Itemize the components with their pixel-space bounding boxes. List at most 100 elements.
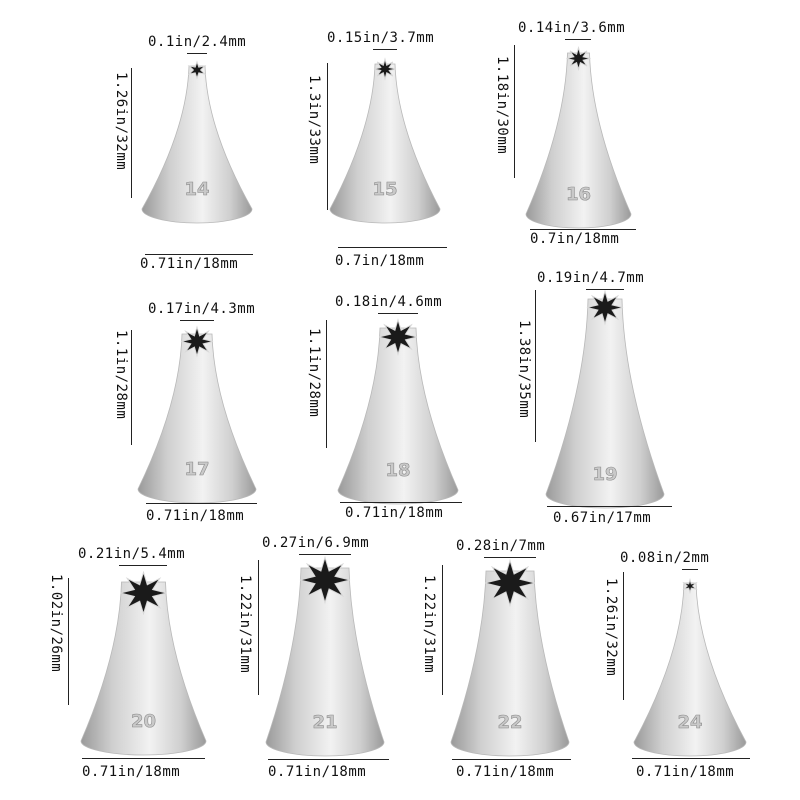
base-width-label: 0.71in/18mm (140, 256, 239, 272)
tip-body (450, 570, 570, 757)
top-diameter-line (378, 313, 418, 314)
height-line (535, 290, 536, 442)
base-width-label: 0.7in/18mm (335, 253, 425, 269)
piping-tip-cone-18: 18 (337, 318, 459, 505)
tip-body (137, 333, 257, 504)
piping-tip-14: 14 (62, 50, 332, 245)
piping-tip-cone-17: 17 (137, 325, 257, 504)
base-width-line (268, 759, 389, 760)
piping-tip-cone-20: 20 (80, 570, 206, 756)
tip-number: 24 (677, 712, 702, 733)
piping-tip-cone-15: 15 (329, 57, 441, 224)
tip-body (329, 63, 441, 224)
height-line (514, 45, 515, 178)
height-line (442, 565, 443, 695)
star-opening (180, 325, 214, 358)
tip-number: 20 (130, 711, 155, 732)
base-width-label: 0.7in/18mm (530, 231, 620, 247)
height-line (326, 320, 327, 448)
tip-number: 15 (372, 179, 397, 200)
piping-tip-cone-14: 14 (141, 60, 253, 224)
piping-tip-cone-21: 21 (265, 555, 385, 757)
piping-tip-18: 18 (258, 312, 538, 526)
tip-number: 19 (592, 464, 617, 485)
top-diameter-label: 0.27in/6.9mm (262, 535, 370, 551)
base-width-label: 0.71in/18mm (636, 764, 735, 780)
top-diameter-label: 0.21in/5.4mm (78, 546, 186, 562)
height-line (131, 330, 132, 445)
height-label: 1.38in/35mm (516, 320, 532, 419)
height-label: 1.3in/33mm (306, 75, 322, 165)
tip-body (141, 65, 253, 224)
tip-number: 16 (565, 184, 590, 205)
height-line (258, 560, 259, 695)
height-label: 1.02in/26mm (48, 574, 64, 673)
top-diameter-label: 0.28in/7mm (456, 538, 546, 554)
tip-body (545, 298, 665, 509)
piping-tip-21: 21 (186, 552, 464, 778)
star-opening (299, 555, 351, 605)
tip-number: 21 (312, 712, 337, 733)
piping-tip-17: 17 (58, 318, 336, 525)
height-line (327, 63, 328, 210)
top-diameter-line (187, 53, 207, 54)
tip-body (265, 567, 385, 757)
height-label: 1.26in/32mm (113, 72, 129, 171)
star-opening (682, 578, 698, 594)
base-width-line (452, 759, 571, 760)
base-width-label: 0.71in/18mm (345, 505, 444, 521)
height-label: 1.1in/28mm (113, 330, 129, 420)
base-width-line (145, 254, 253, 255)
star-opening (119, 570, 167, 616)
top-diameter-line (565, 39, 591, 40)
base-width-label: 0.71in/18mm (82, 764, 181, 780)
base-width-label: 0.71in/18mm (268, 764, 367, 780)
piping-tip-16: 16 (446, 37, 711, 250)
base-width-line (82, 758, 205, 759)
top-diameter-line (586, 289, 624, 290)
star-opening (187, 60, 207, 80)
tip-number: 17 (184, 459, 209, 480)
top-diameter-line (373, 49, 397, 50)
top-diameter-label: 0.1in/2.4mm (148, 34, 247, 50)
top-diameter-line (299, 554, 351, 555)
base-width-line (338, 247, 447, 248)
top-diameter-label: 0.15in/3.7mm (327, 30, 435, 46)
height-label: 1.18in/30mm (494, 56, 510, 155)
top-diameter-line (180, 320, 214, 321)
base-width-label: 0.67in/17mm (553, 510, 652, 526)
piping-tip-22: 22 (371, 555, 649, 778)
base-width-label: 0.71in/18mm (456, 764, 555, 780)
top-diameter-label: 0.17in/4.3mm (148, 301, 256, 317)
base-width-line (547, 506, 672, 507)
piping-tip-cone-16: 16 (525, 45, 631, 229)
tip-number: 18 (385, 460, 410, 481)
star-opening (484, 558, 536, 608)
tip-number: 22 (497, 712, 522, 733)
star-opening (586, 289, 624, 326)
piping-tip-cone-22: 22 (450, 558, 570, 757)
tip-body (633, 582, 747, 757)
base-width-line (340, 502, 462, 503)
top-diameter-line (682, 569, 698, 570)
piping-tip-20: 20 (1, 566, 286, 777)
height-label: 1.22in/31mm (237, 575, 253, 674)
tip-body (80, 581, 206, 756)
top-diameter-label: 0.19in/4.7mm (537, 270, 645, 286)
base-width-line (530, 229, 636, 230)
tip-body (337, 327, 459, 505)
base-width-line (632, 758, 750, 759)
top-diameter-line (484, 557, 536, 558)
piping-tip-24: 24 (554, 567, 800, 778)
base-width-line (146, 503, 257, 504)
height-line (623, 572, 624, 700)
tip-body (525, 52, 631, 229)
top-diameter-label: 0.18in/4.6mm (335, 294, 443, 310)
piping-tip-cone-19: 19 (545, 289, 665, 509)
piping-tip-cone-24: 24 (633, 578, 747, 757)
piping-tip-15: 15 (250, 48, 520, 245)
height-label: 1.1in/28mm (306, 328, 322, 418)
top-diameter-line (119, 565, 167, 566)
star-opening (378, 318, 418, 356)
